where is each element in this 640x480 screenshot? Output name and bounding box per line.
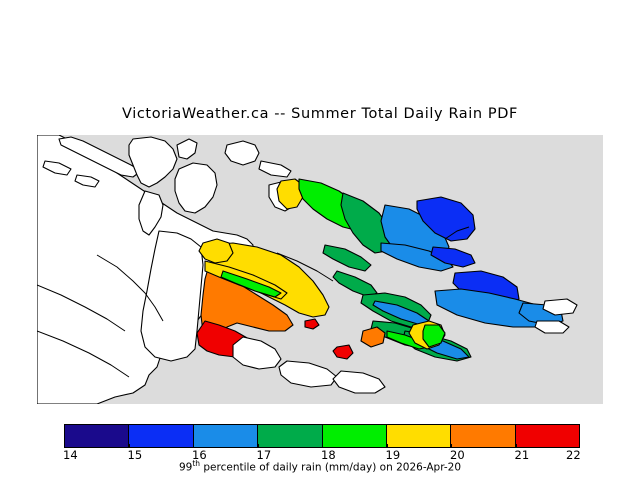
tick-mark-17 xyxy=(257,444,259,448)
caption-suffix: percentile of daily rain (mm/day) on 202… xyxy=(200,461,462,474)
caption-prefix: 99 xyxy=(178,461,193,474)
map-svg xyxy=(37,135,603,404)
land-layer xyxy=(37,135,578,404)
region-central-valley[interactable] xyxy=(198,238,234,264)
land-island-north-1 xyxy=(128,136,178,188)
colorbar-segment-18-19[interactable] xyxy=(322,425,387,447)
tick-label-14: 14 xyxy=(63,448,78,462)
tick-mark-16 xyxy=(193,444,194,448)
land-south-white-b xyxy=(332,370,386,394)
coastline-detail-a xyxy=(96,254,164,322)
island-red-tiny[interactable] xyxy=(304,318,320,330)
land-island-north-5 xyxy=(258,160,292,178)
colorbar-caption: 99th percentile of daily rain (mm/day) o… xyxy=(0,459,640,474)
island-orange-diamond[interactable] xyxy=(360,326,386,348)
coastline-detail-e xyxy=(444,226,470,240)
colorbar-segment-14-15[interactable] xyxy=(65,425,130,447)
tick-label-15: 15 xyxy=(127,448,143,462)
region-east-darkblue-b[interactable] xyxy=(430,246,476,268)
land-south-white-a xyxy=(278,360,338,388)
tick-mark-15 xyxy=(128,444,130,448)
coastline-detail-c xyxy=(37,330,130,378)
region-north-seagreen[interactable] xyxy=(340,192,394,254)
colorbar-segment-21-22[interactable] xyxy=(515,425,579,447)
colorbar-ticks: 14 15 16 17 18 19 20 21 22 xyxy=(63,444,581,462)
tick-mark-20 xyxy=(451,444,452,448)
colorbar-segment-15-16[interactable] xyxy=(129,425,194,447)
colorbar-segments[interactable] xyxy=(64,424,580,448)
tick-mark-14 xyxy=(64,444,65,448)
chart-title: VictoriaWeather.ca -- Summer Total Daily… xyxy=(122,106,518,122)
land-east-white-tip xyxy=(542,298,578,316)
island-yellow-green-inner[interactable] xyxy=(422,324,446,348)
region-central-sliver-green[interactable] xyxy=(220,270,282,298)
tick-label-19: 19 xyxy=(385,448,401,462)
tick-mark-18 xyxy=(322,444,323,448)
island-red-small[interactable] xyxy=(332,344,354,360)
colorbar-segment-19-20[interactable] xyxy=(386,425,452,447)
tick-label-16: 16 xyxy=(192,448,207,462)
tick-label-21: 21 xyxy=(514,448,530,462)
colorbar[interactable] xyxy=(64,424,580,448)
land-saanich-white xyxy=(232,336,282,370)
colorbar-segment-20-21[interactable] xyxy=(451,425,516,447)
tick-label-18: 18 xyxy=(321,448,336,462)
tick-label-20: 20 xyxy=(450,448,465,462)
coastline-detail-d xyxy=(276,252,334,282)
region-east-lightblue-arm[interactable] xyxy=(380,242,454,272)
caption-superscript: th xyxy=(192,459,201,468)
land-islet-b xyxy=(74,174,100,188)
coastline-detail-b xyxy=(37,284,126,332)
land-east-white-tip-2 xyxy=(534,320,570,334)
region-southwest-mid[interactable] xyxy=(200,264,294,342)
land-mid-peninsula xyxy=(138,190,164,236)
colorbar-segment-17-18[interactable] xyxy=(258,425,323,447)
land-island-north-3 xyxy=(174,162,218,214)
tick-mark-19 xyxy=(386,444,388,448)
region-north-yellow-tip[interactable] xyxy=(276,178,304,210)
tick-label-17: 17 xyxy=(256,448,272,462)
tick-label-22: 22 xyxy=(566,448,581,462)
map-panel[interactable] xyxy=(37,135,603,404)
tick-mark-22 xyxy=(579,444,580,448)
tick-mark-21 xyxy=(515,444,517,448)
land-islet-a xyxy=(42,160,72,176)
land-island-north-2 xyxy=(176,138,198,160)
colorbar-segment-16-17[interactable] xyxy=(193,425,259,447)
region-mid-green-strip[interactable] xyxy=(322,244,372,272)
land-island-north-4 xyxy=(224,140,260,166)
